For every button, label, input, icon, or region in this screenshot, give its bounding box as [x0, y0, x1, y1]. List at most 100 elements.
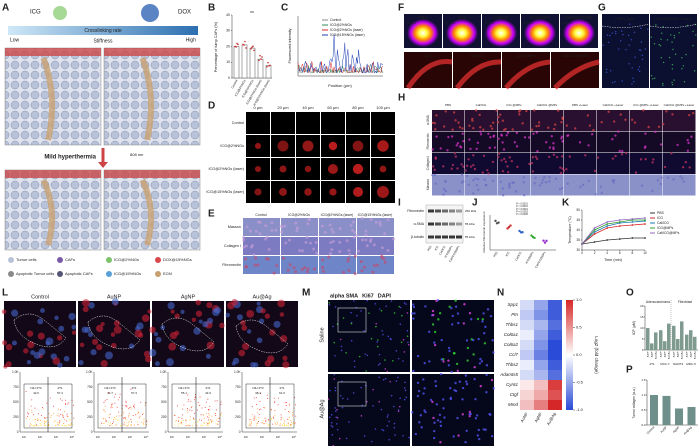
event	[64, 425, 66, 427]
image-label: 45.3 °C	[445, 21, 456, 25]
cell	[423, 387, 426, 390]
stain	[535, 124, 538, 128]
stain	[320, 224, 324, 228]
stain	[257, 220, 261, 224]
cell	[26, 360, 32, 365]
nuclei	[640, 41, 643, 43]
stain	[392, 237, 396, 241]
event	[207, 425, 209, 427]
stain	[665, 110, 668, 113]
event	[44, 416, 46, 418]
bar	[680, 321, 684, 350]
cell	[402, 339, 405, 341]
event	[30, 405, 32, 407]
nuclei	[637, 68, 639, 71]
stain	[286, 268, 290, 272]
stain	[244, 265, 248, 269]
cell	[461, 398, 464, 401]
legend-swatch	[106, 257, 112, 263]
band	[449, 235, 455, 239]
cell	[466, 359, 469, 362]
event	[45, 420, 47, 422]
event	[218, 418, 220, 420]
stain	[508, 182, 511, 185]
cell	[330, 424, 333, 427]
event	[259, 400, 261, 402]
stain	[599, 185, 602, 188]
cell	[27, 341, 35, 349]
cell	[423, 409, 426, 412]
cell	[465, 380, 468, 383]
event	[69, 419, 71, 421]
cell	[377, 364, 380, 366]
event	[255, 423, 257, 425]
point	[644, 237, 646, 239]
event	[209, 420, 211, 422]
event	[137, 413, 139, 415]
row-label: ICG@15%NGs (laser)	[206, 190, 244, 194]
event	[127, 425, 129, 427]
image	[296, 112, 320, 134]
image-label: 45.2 °C	[523, 21, 534, 25]
tick-label: 10	[640, 326, 644, 330]
event	[207, 416, 209, 418]
event	[137, 421, 139, 423]
cell	[340, 349, 343, 352]
image-label: Cal/ICG@MPs	[562, 53, 588, 58]
column-label: AuNP	[519, 411, 529, 423]
stain	[612, 120, 616, 123]
event	[200, 425, 202, 427]
event	[116, 418, 118, 420]
cell	[417, 389, 421, 393]
tick-label: AuNP	[685, 351, 688, 357]
cell	[438, 312, 442, 315]
event	[44, 424, 46, 426]
cell	[378, 308, 381, 310]
cell	[104, 351, 113, 360]
stain	[446, 149, 449, 152]
event	[251, 414, 253, 416]
gene-label: Col6a1	[504, 332, 519, 337]
cell	[389, 337, 392, 340]
axis	[489, 215, 556, 251]
cell	[377, 339, 379, 341]
event	[141, 421, 143, 423]
tick-label: ICG@MPs	[524, 250, 534, 264]
band	[435, 235, 441, 239]
stain	[338, 250, 342, 254]
heat-cell	[548, 320, 562, 330]
event	[255, 397, 257, 399]
tick-label: 500	[235, 400, 241, 404]
column-label: PBS +Laser	[572, 103, 588, 107]
event	[201, 419, 203, 421]
stain	[474, 177, 477, 180]
event	[211, 420, 213, 422]
dot	[260, 58, 262, 60]
column-label: ICG	[434, 245, 440, 251]
stain	[684, 160, 688, 164]
stain	[264, 237, 268, 241]
column-label: ICG@15%NGs (laser)	[358, 213, 393, 217]
tick-label: 20	[640, 304, 644, 308]
stain	[267, 247, 271, 251]
axis-label: Fluorescent intensity	[288, 28, 292, 63]
event	[50, 416, 52, 418]
legend-label: Cal/ICG@MPs	[657, 231, 680, 235]
event	[73, 404, 75, 406]
tick-label: 10⁴	[218, 435, 223, 439]
label: ns	[250, 10, 254, 14]
cell	[68, 312, 76, 321]
cell	[405, 396, 408, 399]
event	[194, 394, 196, 396]
cell	[449, 397, 452, 401]
event	[290, 425, 292, 427]
panel-label: B	[208, 3, 215, 14]
cell	[341, 380, 343, 383]
event	[185, 420, 187, 422]
stain	[540, 181, 544, 184]
stain	[364, 238, 368, 242]
tick-label: 250	[13, 415, 19, 419]
nuclei	[692, 44, 694, 47]
event	[190, 407, 192, 409]
event	[29, 425, 31, 427]
